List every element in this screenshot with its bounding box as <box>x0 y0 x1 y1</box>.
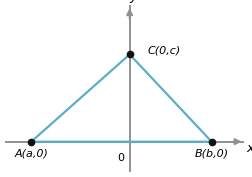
Text: B(b,0): B(b,0) <box>195 149 229 159</box>
Text: 0: 0 <box>117 153 124 163</box>
Text: A(a,0): A(a,0) <box>14 149 48 159</box>
Text: C(0,c): C(0,c) <box>148 45 181 55</box>
Text: y: y <box>130 0 138 3</box>
Text: x: x <box>246 142 252 155</box>
